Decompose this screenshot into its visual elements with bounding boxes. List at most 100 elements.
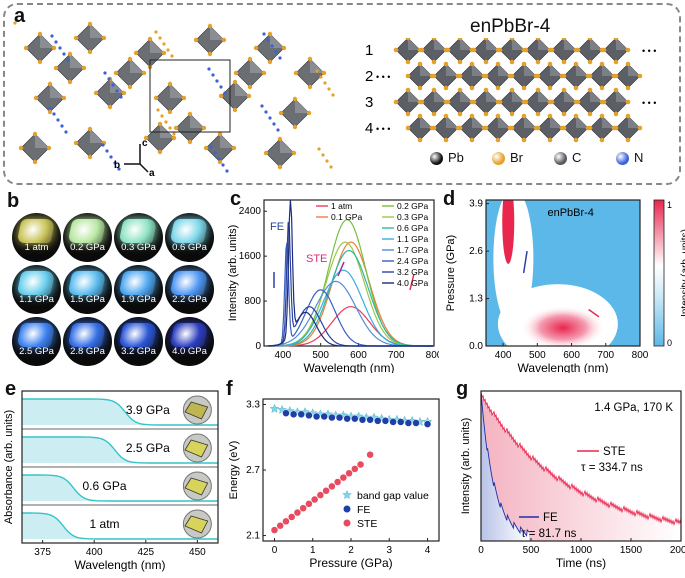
x-axis-label: Pressure (GPa) — [309, 556, 392, 570]
axis-b-label: b — [114, 160, 120, 171]
molecule-atom — [156, 108, 160, 112]
molecule-atom — [331, 93, 335, 97]
br-atom — [573, 85, 579, 91]
br-atom — [495, 85, 501, 91]
br-atom — [431, 111, 437, 117]
br-atom — [73, 140, 79, 146]
y-axis-label: Pressure (GPa) — [445, 235, 457, 311]
br-atom — [431, 59, 437, 65]
br-atom — [535, 87, 541, 93]
octahedron-face — [550, 116, 562, 128]
y-tick-label: 2.1 — [246, 531, 260, 542]
crystal-glow — [16, 219, 56, 243]
ste-point — [333, 478, 342, 486]
panel-label-b: b — [7, 190, 20, 212]
pressure-label: 1 atm — [90, 517, 120, 531]
br-atom — [261, 70, 267, 76]
br-atom — [32, 131, 38, 137]
br-atom — [121, 90, 127, 96]
br-atom — [613, 111, 619, 117]
x-axis-label: Time (ns) — [556, 556, 606, 570]
br-atom — [483, 87, 489, 93]
br-atom — [561, 111, 567, 117]
pbbr-octahedron-face — [270, 34, 284, 48]
br-atom — [143, 135, 149, 141]
br-atom — [306, 110, 312, 116]
legend-label: 0.6 GPa — [397, 223, 428, 233]
axis-a-label: a — [149, 168, 155, 178]
x-tick-label: 2000 — [670, 545, 685, 556]
band-gap-point — [269, 403, 280, 413]
molecule-atom — [166, 48, 170, 52]
br-atom — [393, 99, 399, 105]
molecule-atom — [323, 81, 327, 85]
br-atom — [549, 47, 555, 53]
absorbance-fill — [22, 399, 218, 425]
br-atom — [457, 87, 463, 93]
y-tick-label: 1600 — [239, 251, 262, 262]
pbbr-octahedron-face — [110, 79, 124, 93]
absorbance-fill — [22, 437, 218, 463]
br-atom — [167, 109, 173, 115]
br-atom — [23, 45, 29, 51]
pbbr-octahedron-face — [90, 24, 104, 38]
crystal-axes: c b a — [104, 138, 164, 179]
pbbr-octahedron-face — [130, 59, 144, 73]
br-atom — [187, 111, 193, 117]
br-atom — [601, 99, 607, 105]
pbbr-octahedron-face — [190, 114, 204, 128]
pl-photo: 1.5 GPa — [63, 265, 112, 314]
ste-point — [282, 517, 290, 526]
x-axis-label: Wavelength (nm) — [518, 361, 609, 373]
br-atom — [253, 45, 259, 51]
y-tick-label: 3.9 — [469, 199, 483, 210]
br-atom — [573, 137, 579, 143]
br-atom — [443, 113, 449, 119]
pressure-label: 0.2 GPa — [70, 242, 105, 253]
ste-point — [293, 508, 302, 517]
x-tick-label: 700 — [597, 350, 614, 361]
molecule-atom — [276, 128, 280, 132]
br-atom — [625, 137, 631, 143]
x-tick-label: 800 — [426, 350, 439, 361]
br-atom — [33, 95, 39, 101]
legend-atom-n-icon — [616, 152, 629, 165]
y-tick-label: 1.3 — [469, 294, 483, 305]
x-tick-label: 700 — [388, 350, 405, 361]
molecule-atom — [319, 75, 323, 79]
br-atom — [161, 50, 167, 56]
br-atom — [443, 61, 449, 67]
ste-point — [287, 513, 296, 521]
br-atom — [181, 95, 187, 101]
legend-label: 1 atm — [331, 201, 352, 211]
br-atom — [535, 38, 541, 41]
x-tick-label: 0 — [272, 545, 278, 556]
br-atom — [61, 95, 67, 101]
fe-point — [328, 413, 336, 422]
br-atom — [483, 38, 489, 41]
br-atom — [523, 99, 529, 105]
legend-label: 0.2 GPa — [397, 201, 428, 211]
molecule-atom — [270, 44, 274, 48]
pbbr-octahedron-face — [210, 26, 224, 40]
br-atom — [587, 111, 593, 117]
panel-label-e: e — [5, 378, 17, 400]
br-atom — [509, 125, 515, 131]
x-tick-label: 600 — [350, 350, 367, 361]
pbbr-octahedron-face — [150, 39, 164, 53]
br-atom — [637, 73, 643, 79]
fe-point — [396, 418, 405, 426]
x-tick-label: 800 — [632, 350, 649, 361]
br-atom — [73, 35, 79, 41]
br-atom — [277, 136, 283, 142]
br-atom — [431, 87, 437, 93]
ste-point — [351, 465, 359, 473]
pl-photo: 2.8 GPa — [63, 317, 112, 366]
fe-point — [312, 412, 321, 421]
octahedron-face — [524, 116, 536, 128]
pressure-label: 3.9 GPa — [126, 403, 170, 417]
br-atom — [573, 61, 579, 67]
br-atom — [471, 47, 477, 53]
octahedron-face — [512, 38, 524, 50]
ellipsis: • • • — [642, 98, 656, 108]
